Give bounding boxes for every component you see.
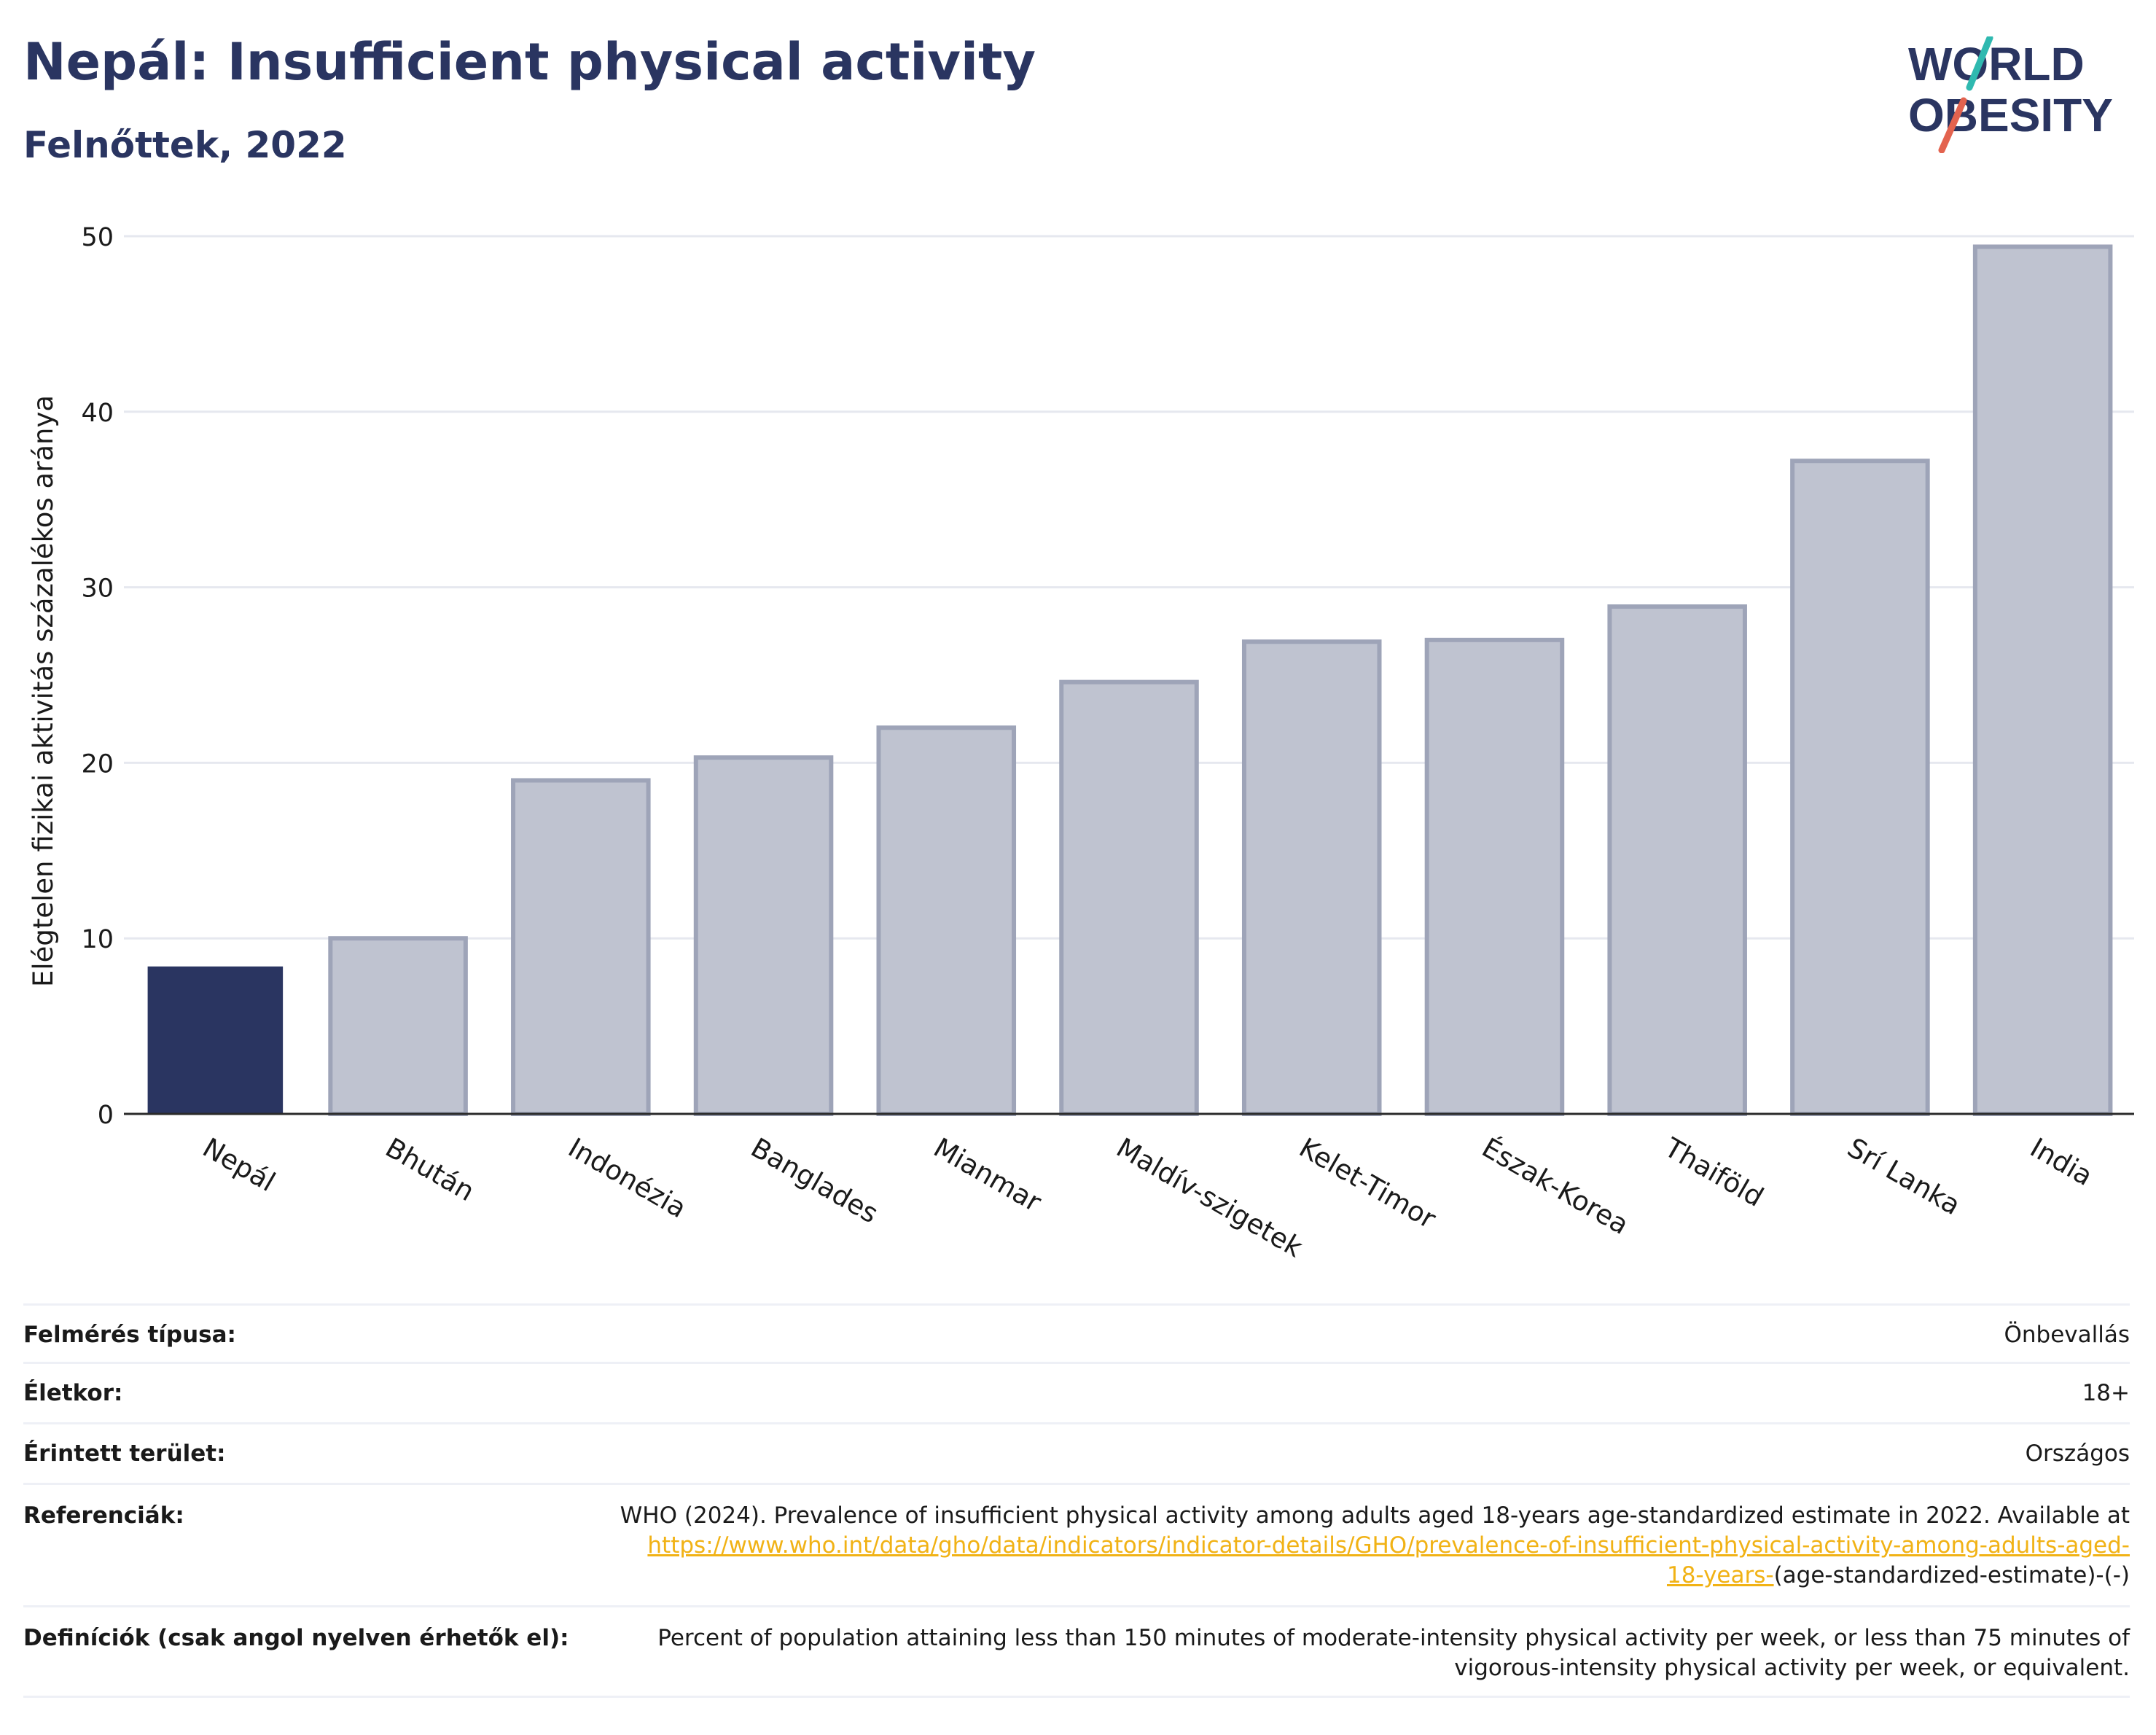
reference-link-continued[interactable]: 18-years-	[1666, 1562, 1774, 1588]
area-label: Érintett terület:	[23, 1440, 226, 1467]
table-row: Felmérés típusa: Önbevallás	[23, 1303, 2130, 1362]
bar-6	[1241, 639, 1382, 1116]
x-tick-label: Srí Lanka	[1842, 1132, 1966, 1222]
table-row: Definíciók (csak angol nyelven érhetők e…	[23, 1605, 2130, 1698]
x-tick-label: Thaiföld	[1659, 1131, 1769, 1213]
bar-chart: 0 10 20 30 40 50 Nepál Bhután Indonézia Banglade…	[28, 223, 2134, 1264]
reference-link[interactable]: https://www.who.int/data/gho/data/indica…	[647, 1532, 2130, 1559]
bar-4	[876, 725, 1017, 1116]
survey-type-value: Önbevallás	[2004, 1322, 2130, 1348]
x-tick-label: Kelet-Timor	[1294, 1132, 1442, 1236]
age-value: 18+	[2082, 1380, 2130, 1406]
x-tick-label: Nepál	[198, 1132, 281, 1198]
bar-5	[1059, 679, 1199, 1116]
bar-7	[1424, 637, 1565, 1116]
x-tick-labels: Nepál Bhután Indonézia Banglades Mianmar Mald…	[198, 1131, 2098, 1264]
y-tick-labels: 0 10 20 30 40 50	[81, 223, 114, 1130]
table-row: Referenciák: WHO (2024). Prevalence of i…	[23, 1483, 2130, 1605]
area-value: Országos	[2025, 1440, 2130, 1467]
y-tick-label: 0	[98, 1101, 114, 1130]
x-tick-label: Indonézia	[563, 1132, 692, 1225]
info-table: Felmérés típusa: Önbevallás Életkor: 18+…	[23, 1303, 2130, 1698]
age-label: Életkor:	[23, 1380, 123, 1406]
x-tick-label: Bhután	[380, 1132, 480, 1208]
references-value: WHO (2024). Prevalence of insufficient p…	[555, 1501, 2130, 1591]
x-tick-label: India	[2025, 1132, 2098, 1193]
logo-teal-slash	[1966, 36, 1993, 91]
table-row: Érintett terület: Országos	[23, 1422, 2130, 1483]
x-tick-label: Banglades	[746, 1132, 883, 1230]
x-tick-label: Észak-Korea	[1477, 1131, 1634, 1241]
definitions-label: Definíciók (csak angol nyelven érhetők e…	[23, 1625, 569, 1651]
world-obesity-logo: WORLD OBESITY	[1908, 36, 2113, 153]
chart-title: Nepál: Insufficient physical activity	[23, 32, 1036, 92]
y-tick-label: 40	[81, 399, 114, 428]
y-axis-label: Elégtelen fizikai aktivitás százalékos a…	[28, 395, 59, 987]
logo-line-1: WORLD	[1908, 38, 2085, 90]
logo-line-2: OBESITY	[1908, 89, 2113, 141]
table-row: Életkor: 18+	[23, 1362, 2130, 1422]
bar-10	[1972, 244, 2113, 1116]
bar-3	[693, 755, 834, 1117]
references-label: Referenciák:	[23, 1502, 184, 1529]
y-tick-label: 20	[81, 749, 114, 779]
x-tick-label: Maldív-szigetek	[1112, 1132, 1308, 1264]
chart-subtitle: Felnőttek, 2022	[23, 124, 347, 166]
y-tick-label: 50	[81, 223, 114, 252]
y-tick-label: 10	[81, 925, 114, 954]
definitions-value: Percent of population attaining less tha…	[657, 1625, 2130, 1681]
references-tail: (age-standardized-estimate)-(-)	[1773, 1562, 2130, 1588]
y-tick-label: 30	[81, 574, 114, 604]
bars	[147, 244, 2113, 1117]
x-tick-label: Mianmar	[929, 1132, 1047, 1219]
logo-red-slash	[1938, 97, 1967, 153]
bar-1	[328, 936, 468, 1116]
bar-8	[1607, 604, 1747, 1116]
bar-9	[1790, 459, 1930, 1116]
survey-type-label: Felmérés típusa:	[23, 1322, 236, 1348]
bar-0	[147, 966, 284, 1114]
references-text: WHO (2024). Prevalence of insufficient p…	[620, 1502, 2130, 1529]
bar-2	[511, 778, 651, 1116]
